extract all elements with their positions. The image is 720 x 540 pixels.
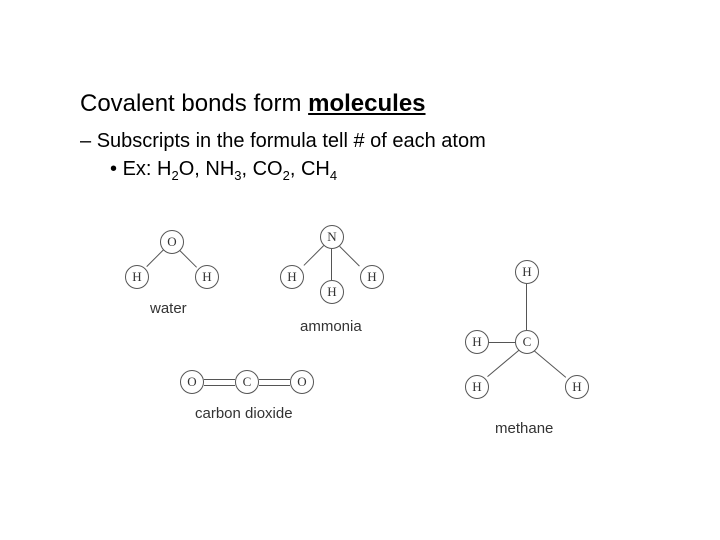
b2-s1: 2 (171, 168, 178, 183)
water-atom-h: H (125, 265, 149, 289)
ammonia-bond (339, 246, 360, 267)
carbon_dioxide-double-bond (259, 379, 290, 380)
b2-s4: 4 (330, 168, 337, 183)
ammonia-bond (331, 249, 332, 280)
b2-s2: 3 (234, 168, 241, 183)
title-emphasis: molecules (308, 90, 425, 117)
carbon_dioxide-double-bond (259, 385, 290, 386)
carbon_dioxide-double-bond (204, 379, 235, 380)
b2-m2: , CO (242, 158, 283, 180)
title-prefix: Covalent bonds form (80, 90, 308, 117)
bullet-1-text: Subscripts in the formula tell # of each… (97, 130, 486, 152)
ammonia-atom-h: H (280, 265, 304, 289)
carbon_dioxide-double-bond (204, 385, 235, 386)
methane-atom-h: H (565, 375, 589, 399)
methane-atom-h: H (465, 375, 489, 399)
carbon_dioxide-label: carbon dioxide (195, 405, 293, 422)
carbon_dioxide-atom-o: O (180, 370, 204, 394)
ammonia-atom-h: H (320, 280, 344, 304)
methane-bond (526, 284, 527, 330)
methane-atom-c: C (515, 330, 539, 354)
b2-s3: 2 (283, 168, 290, 183)
ammonia-label: ammonia (300, 318, 362, 335)
water-bond (146, 249, 164, 267)
molecule-diagram-area: OHHwaterNHHHammoniaOCOcarbon dioxideHCHH… (120, 220, 640, 480)
water-bond (179, 250, 197, 268)
b2-m3: , CH (290, 158, 330, 180)
slide: Covalent bonds form molecules Subscripts… (0, 0, 720, 540)
ammonia-atom-n: N (320, 225, 344, 249)
water-atom-h: H (195, 265, 219, 289)
ammonia-bond (303, 245, 324, 266)
ammonia-atom-h: H (360, 265, 384, 289)
b2-m1: O, NH (179, 158, 235, 180)
methane-label: methane (495, 420, 553, 437)
methane-atom-h: H (515, 260, 539, 284)
carbon_dioxide-atom-c: C (235, 370, 259, 394)
slide-title: Covalent bonds form molecules (80, 90, 426, 118)
methane-bond (489, 342, 515, 343)
water-atom-o: O (160, 230, 184, 254)
bullet-line-1: Subscripts in the formula tell # of each… (80, 130, 486, 153)
methane-bond (533, 350, 566, 378)
b2-prefix: Ex: H (123, 158, 172, 180)
bullet-line-2: Ex: H2O, NH3, CO2, CH4 (110, 158, 337, 183)
methane-atom-h: H (465, 330, 489, 354)
methane-bond (487, 349, 520, 377)
water-label: water (150, 300, 187, 317)
carbon_dioxide-atom-o: O (290, 370, 314, 394)
